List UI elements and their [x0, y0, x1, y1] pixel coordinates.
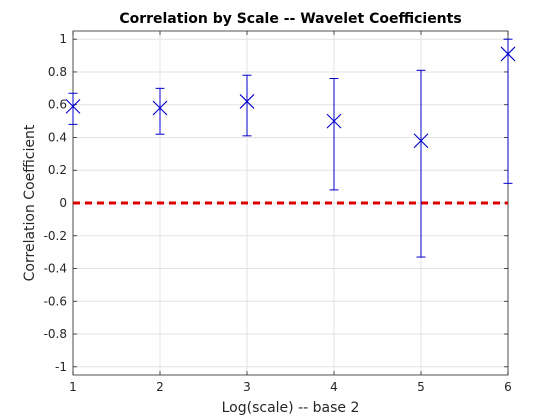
y-tick-label: 0.6: [48, 98, 67, 112]
x-tick-label: 4: [330, 380, 338, 394]
y-tick-label: 0.8: [48, 65, 67, 79]
y-tick-label: -0.8: [44, 327, 67, 341]
x-tick-label: 3: [243, 380, 251, 394]
x-tick-label: 6: [504, 380, 512, 394]
x-tick-label: 2: [156, 380, 164, 394]
x-axis-label: Log(scale) -- base 2: [222, 400, 360, 416]
y-tick-label: 0: [59, 196, 67, 210]
y-tick-label: -0.4: [44, 262, 67, 276]
y-tick-label: -1: [55, 360, 67, 374]
data-marks: [65, 38, 516, 258]
x-tick-label: 5: [417, 380, 425, 394]
y-tick-label: 0.4: [48, 130, 67, 144]
data-point-marker: [413, 133, 429, 149]
y-tick-label: 0.2: [48, 163, 67, 177]
chart-title: Correlation by Scale -- Wavelet Coeffici…: [119, 11, 461, 27]
data-point-marker: [65, 98, 81, 114]
data-point-marker: [500, 46, 516, 62]
y-tick-label: 1: [59, 32, 67, 46]
x-tick-label: 1: [69, 380, 77, 394]
data-point-marker: [152, 100, 168, 116]
data-point-marker: [326, 113, 342, 129]
ticks: 1 2 3 4 5 6 -1 -0.8 -0.6 -0.4 -0.2 0 0.2 0.4 0.6 0.8 1: [44, 31, 512, 394]
y-axis-label: Correlation Coefficient: [22, 124, 38, 281]
y-tick-label: -0.6: [44, 294, 67, 308]
data-point-marker: [239, 94, 255, 109]
y-tick-label: -0.2: [44, 229, 67, 243]
